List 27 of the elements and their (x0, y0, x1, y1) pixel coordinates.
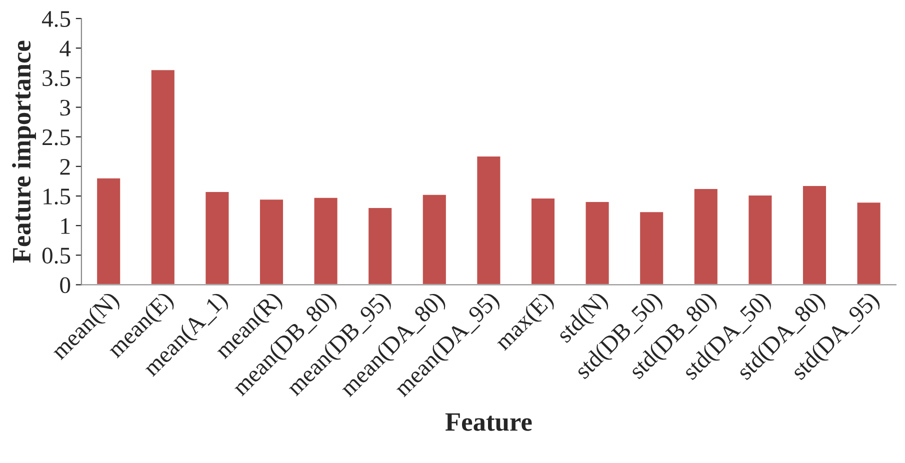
bar (584, 200, 610, 285)
bar (367, 206, 394, 285)
bar (802, 184, 828, 285)
y-tick-label: 1.5 (44, 188, 70, 205)
bar (96, 176, 122, 285)
bar (150, 68, 176, 285)
bar (530, 197, 556, 285)
bar (856, 201, 882, 285)
y-tick-label: 3 (60, 100, 70, 116)
bar (421, 194, 448, 285)
bar (692, 188, 719, 285)
x-axis-title: Feature (445, 413, 532, 431)
y-tick-label: 2 (60, 158, 70, 175)
bar (204, 190, 230, 285)
bar (476, 155, 502, 285)
bar (312, 196, 339, 285)
y-tick-label: 3.5 (42, 70, 70, 86)
bar (747, 194, 774, 285)
y-axis-title: Feature importance (12, 40, 36, 263)
y-tick-label: 4 (60, 40, 71, 56)
bar (638, 210, 665, 285)
y-tick-label: 4.5 (42, 11, 70, 28)
y-tick-label: 2.5 (42, 129, 70, 146)
bar (258, 198, 284, 285)
y-tick-label: 0.5 (42, 248, 70, 264)
y-tick-label: 1 (61, 218, 70, 234)
y-tick-label: 0 (60, 277, 70, 294)
